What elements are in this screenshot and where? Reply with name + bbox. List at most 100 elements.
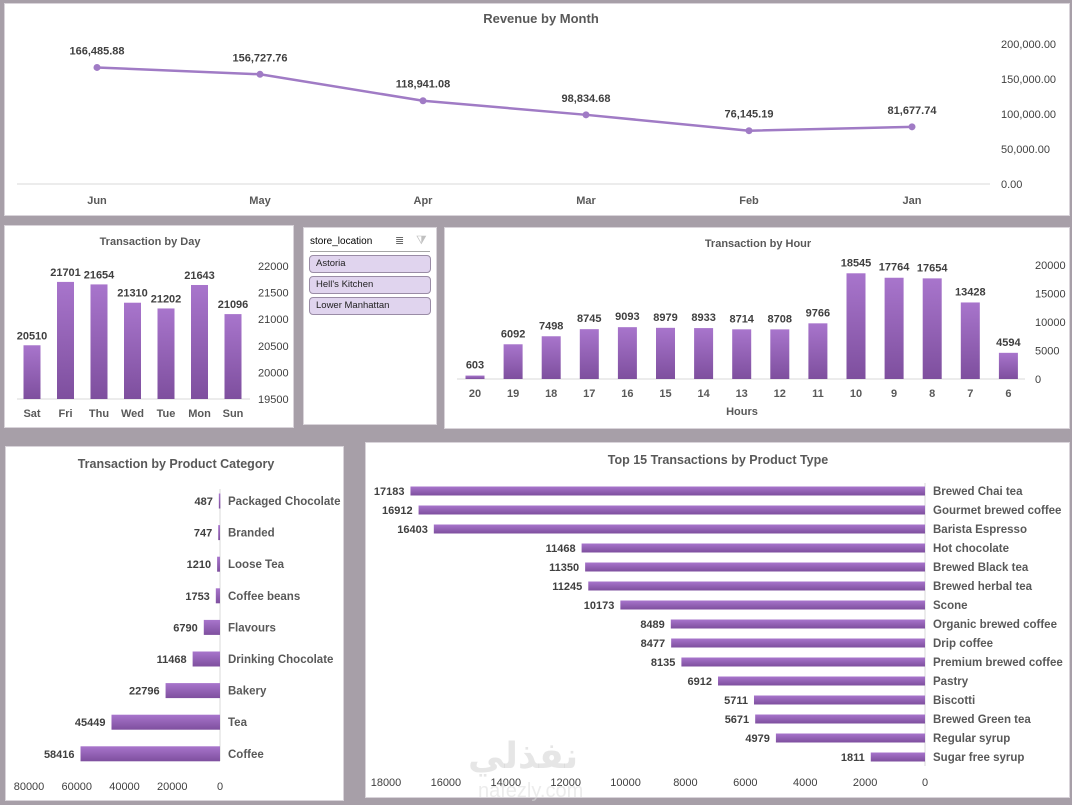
data-label: 21654 [84,269,115,281]
slicer-item-hells-kitchen[interactable]: Hell's Kitchen [309,276,431,294]
data-label: 8714 [729,313,754,325]
data-label: 487 [194,496,212,508]
x-tick-label: 15 [659,388,671,400]
category-label: Bakery [228,686,267,698]
data-label: 11468 [157,654,187,666]
bar [732,329,752,379]
category-label: Brewed Green tea [933,714,1031,726]
data-label: 1753 [185,591,209,603]
x-tick-label: 13 [736,388,748,400]
bar [218,525,220,541]
x-tick-label: 9 [891,388,897,400]
data-label: 21310 [117,288,148,300]
bar [203,619,220,635]
transaction-by-day-panel[interactable]: Transaction by Day 19500 20000 20500 21000 2… [4,225,294,428]
bar [620,600,925,610]
revenue-by-month-panel[interactable]: Revenue by Month 0.00 50,000.00 100,000.00… [4,3,1070,216]
bar [581,543,925,553]
data-label: 166,485.88 [69,45,124,57]
bar [770,329,790,379]
y-tick-label: 150,000.00 [1001,74,1056,86]
data-label: 16403 [397,524,428,536]
chart-title: Revenue by Month [483,11,599,26]
y-tick-label: 10000 [1035,317,1066,329]
slicer-item-astoria[interactable]: Astoria [309,255,431,273]
category-label: Gourmet brewed coffee [933,505,1061,517]
bar [218,493,221,509]
bar [90,284,108,399]
x-tick-label: Sun [223,408,244,420]
bar [775,733,925,743]
transaction-by-hour-chart: Transaction by Hour 0 5000 10000 15000 20000… [457,238,1066,418]
data-point [745,127,753,135]
multi-select-icon[interactable]: ≣ [395,235,405,247]
data-label: 16912 [382,505,413,517]
data-label: 6912 [688,676,712,688]
bar [671,638,925,648]
bar [656,327,675,379]
category-label: Barista Espresso [933,524,1027,536]
chart-title: Transaction by Day [100,236,202,248]
top15-product-type-panel[interactable]: Top 15 Transactions by Product Type 1718… [365,442,1070,798]
x-tick-label: 0 [217,781,223,793]
bar [224,314,242,399]
category-label: Brewed herbal tea [933,581,1033,593]
slicer-item-lower-manhattan[interactable]: Lower Manhattan [309,297,431,315]
data-label: 5671 [725,714,749,726]
x-tick-label: 10000 [610,777,641,789]
x-tick-label: 17 [583,388,595,400]
x-tick-label: Thu [89,408,109,420]
x-tick-label: 20000 [157,781,188,793]
data-label: 58416 [44,749,75,761]
x-tick-label: 12000 [550,777,581,789]
category-label: Regular syrup [933,733,1010,745]
category-label: Tea [228,717,248,729]
data-label: 20510 [17,330,48,342]
bar [503,344,523,379]
data-label: 118,941.08 [396,79,450,91]
category-label: Branded [228,528,275,540]
transaction-by-product-category-panel[interactable]: Transaction by Product Category 487 Packa… [5,446,344,801]
data-label: 9093 [615,311,639,323]
data-label: 1210 [187,559,211,571]
x-axis-title: Hours [726,406,758,418]
data-point [908,123,916,131]
bar [870,752,925,762]
data-label: 7498 [539,320,563,332]
data-label: 4594 [996,337,1021,349]
category-label: Coffee beans [228,591,300,603]
x-tick-label: May [249,195,271,207]
store-location-slicer[interactable]: store_location ≣ ⧩ Astoria Hell's Kitche… [303,227,437,425]
x-tick-label: Apr [414,195,434,207]
bar [217,556,220,572]
x-tick-label: Mon [188,408,211,420]
bar [998,352,1018,379]
category-label: Packaged Chocolate [228,496,340,508]
category-label: Drinking Chocolate [228,654,333,666]
clear-filter-icon[interactable]: ⧩ [416,233,427,247]
x-tick-label: 14000 [490,777,521,789]
y-tick-label: 21500 [258,288,289,300]
data-label: 11468 [546,543,576,555]
x-tick-label: 14 [697,388,710,400]
data-label: 98,834.68 [562,93,611,105]
bar [670,619,925,629]
transaction-by-product-category-chart: Transaction by Product Category 487 Packa… [14,457,341,793]
bar [57,281,74,399]
bar [111,714,220,730]
x-tick-label: Wed [121,408,144,420]
x-tick-label: 8000 [673,777,697,789]
bar [157,308,175,399]
data-label: 8745 [577,313,601,325]
transaction-by-hour-panel[interactable]: Transaction by Hour 0 5000 10000 15000 20000… [444,227,1070,429]
data-label: 10173 [584,600,615,612]
data-label: 17764 [879,262,910,274]
x-tick-label: Jan [903,195,922,207]
bar [694,328,714,379]
x-tick-label: 11 [812,388,824,400]
top15-product-type-chart: Top 15 Transactions by Product Type 1718… [371,453,1063,789]
category-label: Organic brewed coffee [933,619,1057,631]
y-tick-label: 5000 [1035,346,1059,358]
x-tick-label: 18000 [371,777,402,789]
bar [960,302,980,379]
